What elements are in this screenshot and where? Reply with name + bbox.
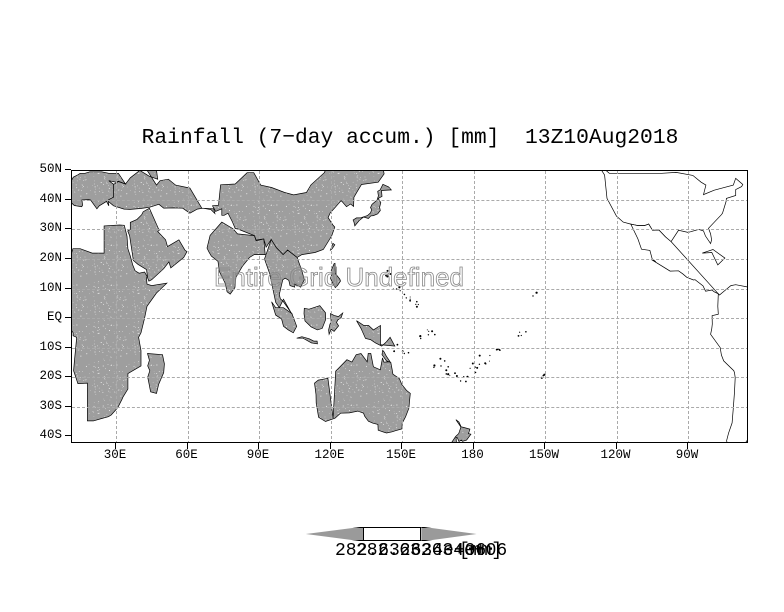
svg-text:Entire Grid Undefined: Entire Grid Undefined bbox=[214, 262, 464, 292]
